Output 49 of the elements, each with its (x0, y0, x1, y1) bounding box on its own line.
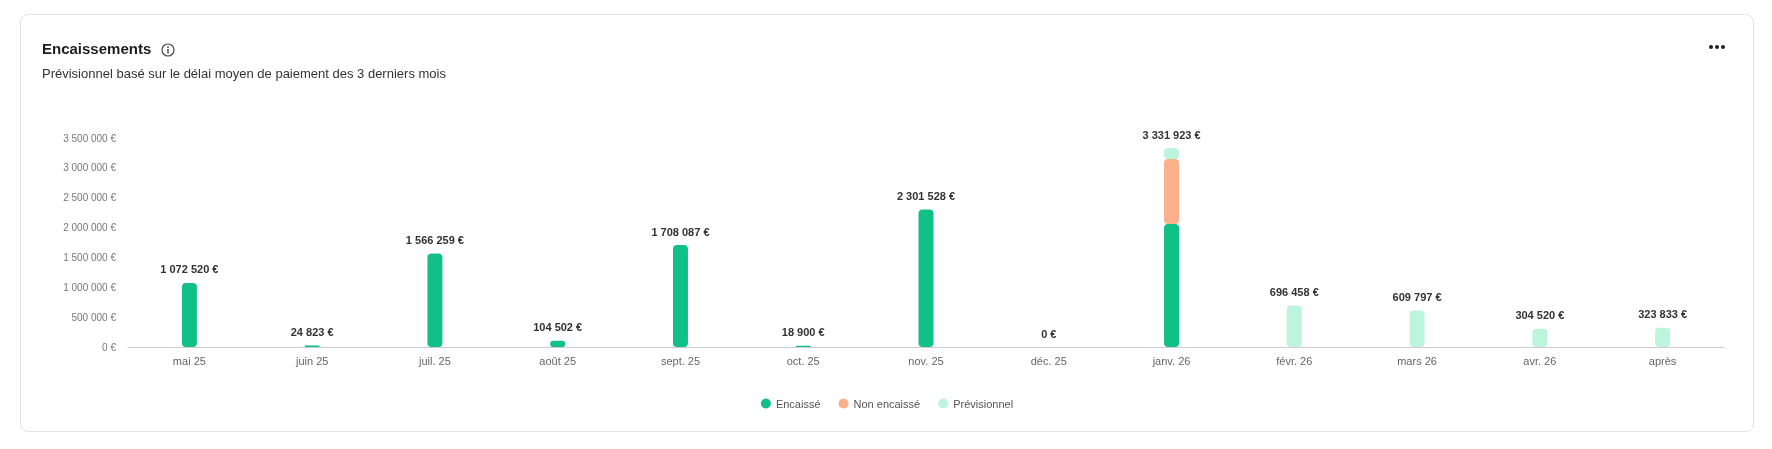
bar (181, 282, 197, 347)
legend-label: Non encaissé (853, 397, 921, 410)
y-tick-label: 3 000 000 € (63, 162, 117, 174)
y-tick-label: 1 000 000 € (63, 281, 117, 293)
total-label: 104 502 € (533, 321, 583, 334)
total-label: 304 520 € (1515, 309, 1565, 322)
x-tick-label: janv. 26 (1151, 354, 1191, 367)
total-label: 3 331 923 € (1142, 128, 1201, 141)
y-tick-label: 500 000 € (71, 311, 117, 323)
bar (1409, 310, 1425, 347)
chart-title: Encaissements (42, 40, 152, 57)
legend-label: Prévisionnel (953, 397, 1014, 410)
y-tick-label: 3 500 000 € (63, 132, 117, 144)
chart-subtitle: Prévisionnel basé sur le délai moyen de paiement des 3 derniers mois (42, 66, 446, 81)
x-tick-label: après (1648, 354, 1677, 367)
bar (918, 209, 934, 347)
x-tick-label: avr. 26 (1523, 354, 1557, 367)
total-label: 696 458 € (1269, 285, 1319, 298)
x-tick-label: oct. 25 (786, 354, 820, 367)
total-label: 0 € (1041, 327, 1057, 340)
bar (1286, 305, 1302, 347)
x-tick-label: févr. 26 (1276, 354, 1313, 367)
total-label: 18 900 € (781, 326, 825, 339)
x-tick-label: nov. 25 (908, 354, 944, 367)
x-tick-label: déc. 25 (1030, 354, 1067, 367)
bar (1164, 223, 1180, 347)
y-tick-label: 0 € (102, 341, 117, 353)
x-tick-label: mars 26 (1397, 354, 1437, 367)
total-label: 323 833 € (1638, 308, 1688, 321)
y-tick-label: 2 000 000 € (63, 222, 117, 234)
bar (672, 245, 688, 347)
x-tick-label: mai 25 (172, 354, 206, 367)
total-label: 1 566 259 € (405, 233, 464, 246)
x-tick-label: sept. 25 (660, 354, 701, 367)
bar (427, 253, 443, 347)
x-tick-label: juin 25 (294, 354, 329, 367)
total-label: 24 823 € (290, 326, 334, 339)
legend-label: Encaissé (775, 397, 821, 410)
y-tick-label: 2 500 000 € (63, 192, 117, 204)
bar (1164, 158, 1180, 224)
x-tick-label: juil. 25 (418, 354, 451, 367)
total-label: 1 708 087 € (651, 225, 710, 238)
total-label: 609 797 € (1392, 291, 1442, 304)
y-tick-label: 1 500 000 € (63, 251, 117, 263)
x-tick-label: août 25 (539, 354, 577, 367)
total-label: 1 072 520 € (160, 263, 219, 276)
total-label: 2 301 528 € (896, 190, 956, 203)
bar (1655, 327, 1671, 347)
bar (1532, 328, 1548, 347)
